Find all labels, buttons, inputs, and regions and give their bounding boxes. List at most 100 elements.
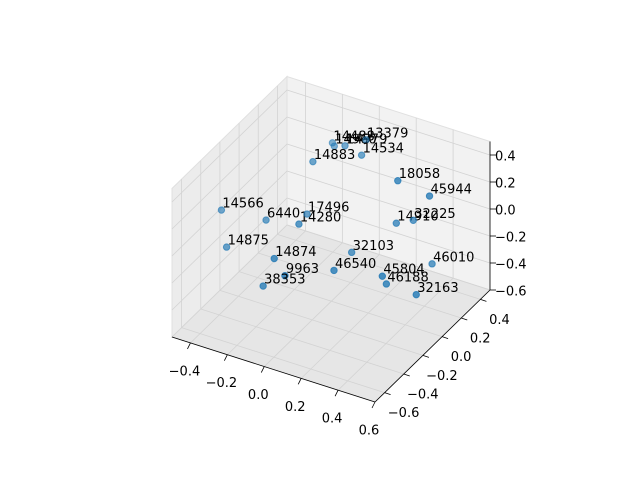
grid-line [171, 89, 288, 203]
grid-line [238, 271, 443, 338]
point-label: 14875 [228, 234, 269, 249]
point [217, 206, 226, 214]
point-label: 38353 [264, 273, 305, 288]
y-tick [461, 317, 468, 321]
y-tick-label: −0.4 [407, 388, 439, 403]
point-label: 14910 [397, 210, 438, 225]
point-label: 9963 [286, 262, 319, 277]
x-axis [171, 336, 376, 403]
x-tick [260, 366, 265, 373]
point [281, 272, 289, 280]
point [382, 280, 391, 288]
point [259, 282, 267, 290]
grid-line [286, 224, 491, 291]
point-label: 14874 [275, 245, 316, 260]
grid-line [286, 170, 491, 237]
grid-line [337, 277, 454, 391]
grid-line [286, 143, 491, 210]
point-label: 14883 [314, 148, 355, 163]
point [425, 192, 434, 200]
x-tick-label: 0.0 [248, 388, 269, 403]
grid-line [300, 266, 417, 379]
y-tick-label: 0.2 [470, 332, 491, 347]
point [428, 260, 436, 268]
z-tick-label: −0.4 [495, 258, 527, 273]
x-tick-label: 0.2 [285, 400, 306, 415]
z-tick-label: −0.6 [495, 285, 527, 300]
y-tick-label: −0.2 [426, 369, 458, 384]
point-label: 46188 [387, 270, 428, 285]
z-tick-label: −0.2 [495, 231, 527, 246]
x-tick [334, 390, 339, 397]
y-tick-label: 0.4 [489, 313, 510, 328]
y-tick-label: −0.6 [388, 406, 420, 421]
point-label: 46540 [335, 257, 376, 272]
y-tick [384, 392, 391, 396]
point [362, 136, 370, 144]
z-tick-label: 0.4 [495, 150, 516, 165]
point-label: 14534 [363, 142, 404, 157]
y-axis [374, 289, 491, 403]
point [295, 220, 303, 228]
grid-line [286, 116, 491, 183]
z-tick-label: 0.0 [495, 204, 516, 219]
point [357, 151, 366, 159]
point [394, 177, 402, 185]
point [270, 254, 278, 263]
point [330, 266, 338, 275]
point-label: 32103 [353, 239, 394, 254]
z-tick-label: 0.2 [495, 177, 516, 192]
x-tick-label: −0.2 [206, 376, 238, 391]
point-label: 18058 [399, 167, 440, 182]
point-label: 32163 [417, 281, 458, 296]
point [409, 216, 417, 224]
y-tick [480, 298, 487, 302]
grid-line [171, 224, 288, 338]
y-tick [403, 373, 410, 377]
x-tick-label: −0.4 [169, 364, 201, 379]
point [378, 272, 387, 280]
point-label: 14566 [222, 197, 263, 212]
point-label: 17496 [308, 201, 349, 216]
point [303, 210, 311, 218]
point-label: 6440 [267, 207, 300, 222]
point [330, 142, 338, 150]
grid-line [286, 89, 491, 156]
x-tick [187, 342, 191, 350]
point-label: 45944 [431, 183, 472, 198]
point [262, 216, 270, 224]
x-tick [297, 378, 302, 385]
grid-line [263, 254, 380, 367]
grid-line [181, 327, 385, 394]
point [222, 243, 231, 251]
grid-line [286, 197, 491, 264]
point-label: 13379 [367, 126, 408, 141]
point-label: 46010 [433, 250, 474, 265]
grid-line [227, 242, 343, 356]
point [309, 157, 317, 166]
x-tick [371, 401, 376, 409]
grid-line [171, 143, 288, 257]
point-label: 45804 [383, 263, 424, 278]
point [347, 248, 356, 257]
x-tick [224, 354, 228, 361]
grid-line [277, 233, 481, 300]
grid-line [219, 289, 424, 356]
point-label: 32225 [414, 207, 455, 222]
grid-line [171, 170, 288, 284]
grid-line [258, 252, 462, 319]
y-tick [422, 354, 430, 358]
point [392, 219, 401, 227]
point [341, 142, 349, 150]
x-tick-label: 0.6 [359, 424, 380, 439]
grid-line [171, 116, 288, 230]
point [412, 290, 420, 299]
grid-line [200, 308, 404, 375]
y-tick [441, 336, 449, 340]
grid-line [190, 230, 306, 344]
grid-line [171, 197, 288, 311]
y-tick-label: 0.0 [451, 350, 472, 365]
x-tick-label: 0.4 [322, 412, 343, 427]
